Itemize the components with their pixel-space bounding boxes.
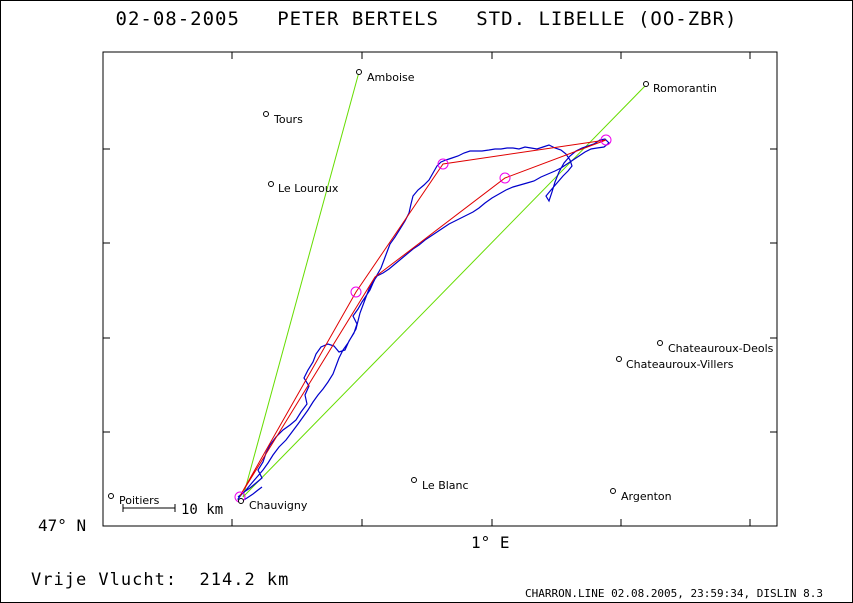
place-name: Chateauroux-Villers [626, 358, 734, 371]
place-name: Romorantin [653, 82, 717, 95]
place-marker-icon [657, 340, 663, 346]
place-le-blanc: Le Blanc [411, 477, 469, 492]
place-name: Le Blanc [422, 479, 469, 492]
place-marker-icon [411, 477, 417, 483]
places: Amboise Romorantin Tours Le Louroux Chat… [108, 69, 774, 512]
place-marker-icon [268, 181, 274, 187]
lon-label: 1° E [471, 533, 510, 552]
scale-bar: 10 km [122, 502, 223, 518]
turnpoint-3 [600, 134, 612, 146]
lat-label: 47° N [38, 516, 86, 535]
place-romorantin: Romorantin [643, 81, 717, 95]
turnpoint-1 [350, 286, 362, 298]
place-chateauroux-deols: Chateauroux-Deols [657, 340, 774, 355]
place-marker-icon [616, 356, 622, 362]
place-marker-icon [643, 81, 649, 87]
task-line [239, 139, 607, 497]
sector-line-romorantin [242, 84, 647, 498]
place-marker-icon [356, 69, 362, 75]
plot-border [102, 51, 778, 527]
place-name: Chauvigny [249, 499, 308, 512]
place-amboise: Amboise [356, 69, 415, 84]
place-poitiers: Poitiers [108, 493, 160, 507]
place-name: Argenton [621, 490, 672, 503]
place-marker-icon [108, 493, 114, 499]
flight-title: 02-08-2005 PETER BERTELS STD. LIBELLE (O… [115, 8, 738, 30]
place-name: Amboise [367, 71, 415, 84]
turnpoint-2 [437, 158, 449, 170]
distance-label: Vrije Vlucht: 214.2 km [31, 570, 290, 590]
place-chateauroux-villers: Chateauroux-Villers [616, 356, 734, 371]
axis-ticks [103, 52, 777, 526]
place-chauvigny: Chauvigny [238, 498, 308, 512]
place-argenton: Argenton [610, 488, 672, 503]
place-name: Tours [273, 113, 303, 126]
flight-track [237, 138, 610, 502]
sector-lines [242, 71, 647, 498]
place-tours: Tours [263, 111, 303, 126]
place-marker-icon [263, 111, 269, 117]
place-name: Le Louroux [278, 182, 339, 195]
turnpoint-4 [499, 172, 511, 184]
place-name: Chateauroux-Deols [668, 342, 774, 355]
sector-line-amboise [242, 71, 360, 498]
place-le-louroux: Le Louroux [268, 181, 339, 195]
place-marker-icon [238, 498, 244, 504]
place-name: Poitiers [119, 494, 160, 507]
place-marker-icon [610, 488, 616, 494]
footer-info: CHARRON.LINE 02.08.2005, 23:59:34, DISLI… [524, 587, 823, 600]
scale-bar-label: 10 km [181, 502, 223, 518]
